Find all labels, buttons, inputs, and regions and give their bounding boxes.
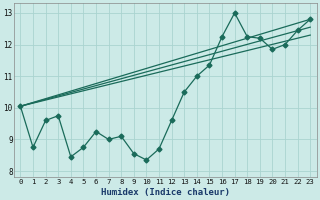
X-axis label: Humidex (Indice chaleur): Humidex (Indice chaleur) <box>101 188 230 197</box>
